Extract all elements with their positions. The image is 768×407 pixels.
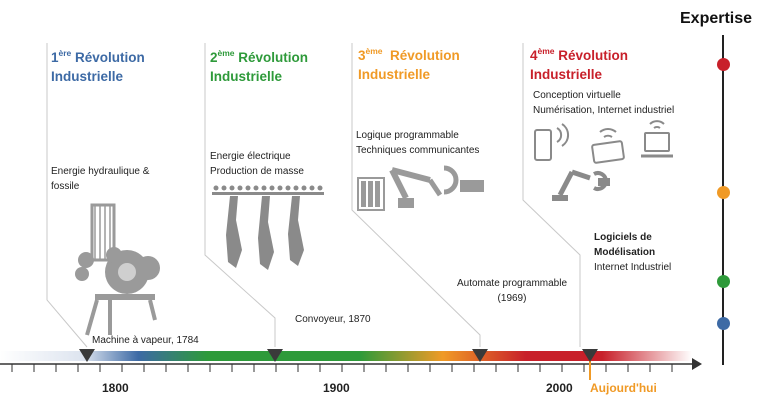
revolution-2-title: 2ème Révolution Industrielle: [210, 48, 309, 84]
callout-frame-4: [522, 43, 581, 347]
conveyor-icon: [212, 185, 324, 270]
axis-label-2000: 2000: [546, 381, 573, 395]
milestone-4-label: Logiciels de Modélisation Internet Indus…: [594, 232, 672, 273]
axis-ticks: [11, 364, 673, 372]
steam-machine-icon: [75, 203, 160, 336]
axis-label-1900: 1900: [323, 381, 350, 395]
robot-arm-icon: [357, 165, 484, 211]
revolution-2-description: Energie électrique Production de masse: [210, 151, 304, 177]
expertise-title: Expertise: [680, 10, 753, 27]
timeline-band: [0, 351, 692, 361]
milestone-3-label: Automate programmable (1969): [456, 278, 568, 304]
callout-frame-1: [46, 43, 88, 348]
today-label: Aujourd'hui: [590, 381, 657, 395]
revolution-4-description: Conception virtuelle Numérisation, Inter…: [533, 90, 675, 116]
expertise-dot-orange: [717, 186, 730, 199]
expertise-dot-blue: [717, 317, 730, 330]
milestone-marker-2: [267, 349, 283, 362]
milestone-markers: [79, 349, 598, 362]
axis-label-1800: 1800: [102, 381, 129, 395]
callout-frame-3: [351, 43, 481, 347]
expertise-dot-green: [717, 275, 730, 288]
callout-frame-2: [204, 43, 276, 347]
milestone-marker-1: [79, 349, 95, 362]
expertise-dot-red: [717, 58, 730, 71]
laptop-icon: [644, 132, 670, 152]
revolution-4-title: 4ème Révolution Industrielle: [530, 46, 629, 82]
milestone-marker-3: [472, 349, 488, 362]
milestone-marker-4: [582, 349, 598, 362]
revolution-3-title: 3ème Révolution Industrielle: [358, 46, 460, 82]
tablet-icon: [591, 140, 625, 164]
milestone-2-label: Convoyeur, 1870: [295, 314, 371, 325]
revolution-1-title: 1ère Révolution Industrielle: [51, 48, 145, 84]
milestone-1-label: Machine à vapeur, 1784: [92, 335, 199, 346]
revolution-3-description: Logique programmable Techniques communic…: [356, 130, 480, 156]
axis-arrow: [692, 358, 702, 370]
revolution-1-description: Energie hydraulique & fossile: [51, 166, 150, 192]
devices-icon: [534, 120, 673, 201]
smartphone-icon: [534, 129, 552, 161]
